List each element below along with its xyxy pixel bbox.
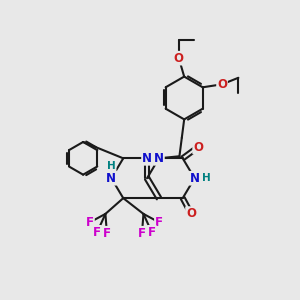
Text: O: O [193,140,203,154]
Text: O: O [186,207,196,220]
Text: O: O [217,78,227,91]
Text: N: N [190,172,200,185]
Text: F: F [155,216,163,229]
Text: H: H [107,161,116,171]
Text: F: F [103,227,111,240]
Text: F: F [148,226,156,239]
Text: F: F [138,227,146,240]
Text: H: H [202,173,210,183]
Text: O: O [174,52,184,65]
Text: F: F [86,216,94,229]
Text: N: N [154,152,164,165]
Text: F: F [93,226,101,239]
Text: N: N [106,172,116,185]
Text: N: N [142,152,152,165]
